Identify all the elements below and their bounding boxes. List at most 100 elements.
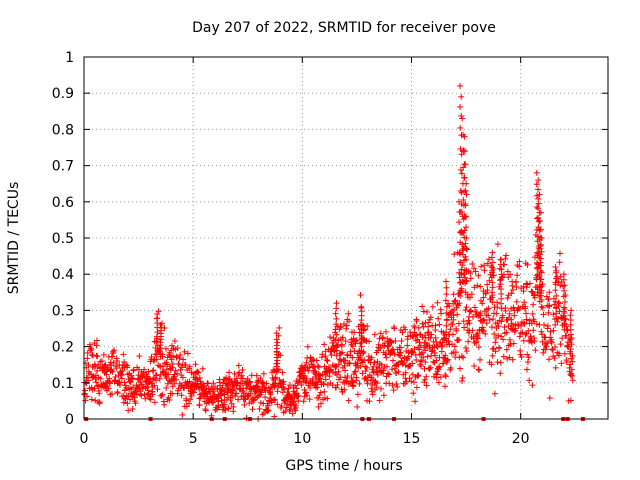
data-point bbox=[502, 255, 509, 262]
data-point bbox=[497, 359, 504, 366]
data-point bbox=[366, 338, 373, 345]
data-point bbox=[456, 365, 463, 372]
data-point bbox=[517, 330, 524, 337]
data-point bbox=[456, 336, 463, 343]
data-point bbox=[157, 363, 164, 370]
data-point bbox=[339, 349, 346, 356]
data-point bbox=[435, 379, 442, 386]
data-point bbox=[228, 400, 235, 407]
data-point bbox=[497, 370, 504, 377]
data-point bbox=[173, 376, 180, 383]
data-point bbox=[374, 368, 381, 375]
data-point bbox=[214, 395, 221, 402]
data-point bbox=[422, 358, 429, 365]
data-point bbox=[427, 364, 434, 371]
data-point bbox=[314, 363, 321, 370]
data-point bbox=[344, 373, 351, 380]
data-point bbox=[513, 283, 520, 290]
data-point bbox=[178, 392, 185, 399]
data-point bbox=[333, 384, 340, 391]
data-point bbox=[153, 377, 160, 384]
data-point bbox=[534, 204, 541, 211]
data-point bbox=[418, 357, 425, 364]
data-point bbox=[460, 318, 467, 325]
data-point bbox=[535, 177, 542, 184]
data-point bbox=[124, 371, 131, 378]
data-point bbox=[536, 191, 543, 198]
data-point bbox=[160, 369, 167, 376]
data-point bbox=[529, 382, 536, 389]
y-axis-label: SRMTID / TECUs bbox=[6, 182, 22, 295]
data-point bbox=[246, 378, 253, 385]
data-point bbox=[425, 319, 432, 326]
data-point bbox=[122, 361, 129, 368]
data-point bbox=[111, 347, 118, 354]
data-point bbox=[133, 388, 140, 395]
data-point bbox=[221, 401, 228, 408]
data-point bbox=[238, 372, 245, 379]
data-point bbox=[107, 359, 114, 366]
data-point bbox=[380, 392, 387, 399]
data-point bbox=[388, 339, 395, 346]
data-point bbox=[453, 327, 460, 334]
data-point bbox=[124, 400, 131, 407]
data-point bbox=[317, 389, 324, 396]
data-point bbox=[459, 374, 466, 381]
data-point bbox=[366, 398, 373, 405]
data-point bbox=[371, 331, 378, 338]
data-point bbox=[368, 385, 375, 392]
data-point bbox=[280, 378, 287, 385]
data-point bbox=[359, 370, 366, 377]
data-point bbox=[85, 362, 92, 369]
data-point bbox=[375, 364, 382, 371]
data-point bbox=[88, 346, 95, 353]
data-point bbox=[272, 397, 279, 404]
data-point bbox=[561, 282, 568, 289]
data-point bbox=[255, 392, 262, 399]
data-point bbox=[413, 356, 420, 363]
data-point bbox=[158, 392, 165, 399]
data-point bbox=[287, 393, 294, 400]
data-point bbox=[256, 405, 263, 412]
data-point bbox=[205, 385, 212, 392]
data-point bbox=[552, 287, 559, 294]
data-point bbox=[447, 364, 454, 371]
data-point bbox=[411, 345, 418, 352]
data-point bbox=[561, 350, 568, 357]
x-tick-labels: 0 5 10 15 20 bbox=[80, 431, 530, 447]
data-point bbox=[443, 291, 450, 298]
data-point bbox=[389, 382, 396, 389]
data-point bbox=[376, 397, 383, 404]
data-point bbox=[424, 353, 431, 360]
data-point bbox=[454, 337, 461, 344]
data-point bbox=[503, 329, 510, 336]
data-point bbox=[144, 384, 151, 391]
y-tick-label: 0.7 bbox=[52, 159, 74, 175]
data-point bbox=[278, 403, 285, 410]
data-point bbox=[418, 350, 425, 357]
data-point bbox=[174, 345, 181, 352]
data-point bbox=[463, 224, 470, 231]
data-point bbox=[429, 303, 436, 310]
x-axis-label: GPS time / hours bbox=[285, 458, 402, 474]
data-point bbox=[451, 251, 458, 258]
data-point bbox=[461, 174, 468, 181]
data-point bbox=[141, 366, 148, 373]
data-point bbox=[547, 328, 554, 335]
data-point bbox=[277, 352, 284, 359]
data-point bbox=[96, 399, 103, 406]
data-point bbox=[465, 317, 472, 324]
data-point bbox=[457, 124, 464, 131]
data-point bbox=[357, 352, 364, 359]
data-point bbox=[303, 375, 310, 382]
data-point bbox=[321, 341, 328, 348]
data-point bbox=[475, 366, 482, 373]
data-point bbox=[438, 310, 445, 317]
data-point bbox=[486, 316, 493, 323]
data-point bbox=[533, 169, 540, 176]
data-point bbox=[321, 388, 328, 395]
data-point bbox=[349, 354, 356, 361]
data-point bbox=[442, 278, 449, 285]
data-point bbox=[87, 345, 94, 352]
data-point bbox=[457, 82, 464, 89]
